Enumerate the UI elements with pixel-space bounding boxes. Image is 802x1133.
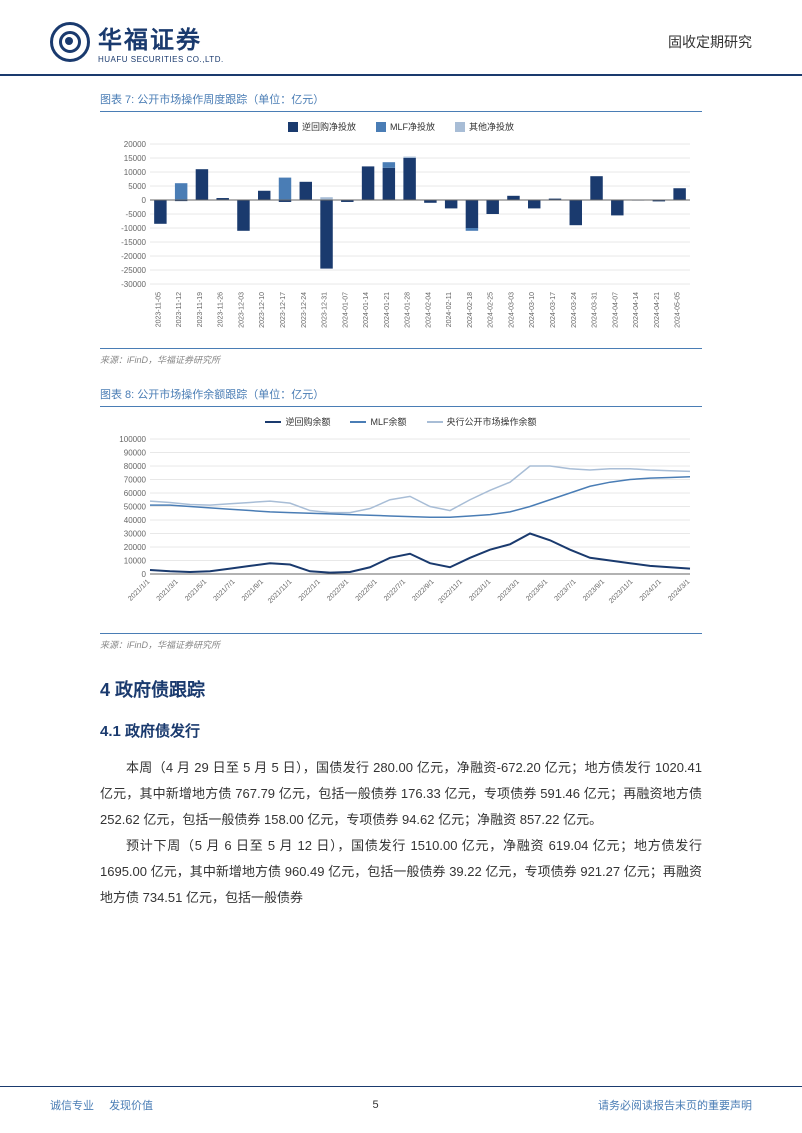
svg-text:60000: 60000 <box>124 489 147 498</box>
svg-text:2023-11-12: 2023-11-12 <box>176 292 183 327</box>
svg-text:-20000: -20000 <box>121 252 146 261</box>
svg-text:2024-03-31: 2024-03-31 <box>592 292 599 328</box>
svg-text:40000: 40000 <box>124 516 147 525</box>
svg-text:2024-04-21: 2024-04-21 <box>654 292 661 328</box>
svg-text:2021/7/1: 2021/7/1 <box>212 578 236 602</box>
svg-text:10000: 10000 <box>124 557 147 566</box>
svg-text:-5000: -5000 <box>126 210 147 219</box>
svg-text:2022/7/1: 2022/7/1 <box>383 578 407 602</box>
svg-text:2022/5/1: 2022/5/1 <box>355 578 379 602</box>
chart8-area: 逆回购余额MLF余额央行公开市场操作余额 0 10000 20000 30000 400… <box>100 415 702 629</box>
svg-text:2023-12-10: 2023-12-10 <box>259 292 266 328</box>
svg-text:2024-01-07: 2024-01-07 <box>342 292 349 328</box>
chart8-svg: 0 10000 20000 30000 40000 50000 60000 70000 8000… <box>100 434 700 624</box>
section4-1-title: 4.1 政府债发行 <box>100 720 702 741</box>
svg-text:2021/1/1: 2021/1/1 <box>127 578 151 602</box>
logo-block: 华福证券 HUAFU SECURITIES CO.,LTD. <box>50 20 224 64</box>
para2: 预计下周（5 月 6 日至 5 月 12 日），国债发行 1510.00 亿元，… <box>100 833 702 911</box>
content-area: 图表 7: 公开市场操作周度跟踪（单位：亿元） 逆回购净投放MLF净投放其他净投… <box>0 76 802 911</box>
svg-text:2024-04-07: 2024-04-07 <box>612 292 619 328</box>
svg-text:2023/1/1: 2023/1/1 <box>468 578 492 602</box>
svg-text:10000: 10000 <box>124 168 147 177</box>
svg-text:2023-12-24: 2023-12-24 <box>301 292 308 328</box>
svg-text:2024-02-18: 2024-02-18 <box>467 292 474 328</box>
chart7-source: 来源：iFinD，华福证券研究所 <box>100 348 702 366</box>
svg-text:2024/1/1: 2024/1/1 <box>639 578 663 602</box>
chart7-block: 图表 7: 公开市场操作周度跟踪（单位：亿元） 逆回购净投放MLF净投放其他净投… <box>100 91 702 366</box>
svg-text:2024-05-05: 2024-05-05 <box>675 292 682 328</box>
footer-disclaimer: 请务必阅读报告末页的重要声明 <box>598 1097 752 1113</box>
svg-text:2024-03-17: 2024-03-17 <box>550 292 557 328</box>
svg-text:90000: 90000 <box>124 449 147 458</box>
svg-text:2024-02-04: 2024-02-04 <box>425 292 432 328</box>
svg-text:2023-12-31: 2023-12-31 <box>322 292 329 328</box>
svg-text:30000: 30000 <box>124 530 147 539</box>
chart8-block: 图表 8: 公开市场操作余额跟踪（单位：亿元） 逆回购余额MLF余额央行公开市场… <box>100 386 702 651</box>
svg-text:-25000: -25000 <box>121 266 146 275</box>
logo-english: HUAFU SECURITIES CO.,LTD. <box>98 55 224 64</box>
logo-text: 华福证券 HUAFU SECURITIES CO.,LTD. <box>98 20 224 64</box>
chart8-title: 图表 8: 公开市场操作余额跟踪（单位：亿元） <box>100 386 702 407</box>
para1: 本周（4 月 29 日至 5 月 5 日），国债发行 280.00 亿元，净融资… <box>100 755 702 833</box>
svg-text:15000: 15000 <box>124 154 147 163</box>
footer-motto1: 诚信专业 <box>50 1100 94 1112</box>
svg-text:2023-12-03: 2023-12-03 <box>238 292 245 328</box>
svg-text:50000: 50000 <box>124 503 147 512</box>
svg-text:2021/9/1: 2021/9/1 <box>241 578 265 602</box>
svg-text:-10000: -10000 <box>121 224 146 233</box>
svg-text:2024-01-28: 2024-01-28 <box>405 292 412 328</box>
svg-text:2023-11-05: 2023-11-05 <box>155 292 162 327</box>
svg-text:2023/9/1: 2023/9/1 <box>582 578 606 602</box>
svg-text:2024-01-14: 2024-01-14 <box>363 292 370 328</box>
svg-text:2024-02-11: 2024-02-11 <box>446 292 453 327</box>
svg-text:2022/11/1: 2022/11/1 <box>437 578 464 605</box>
svg-text:2024-03-03: 2024-03-03 <box>508 292 515 328</box>
svg-text:2022/3/1: 2022/3/1 <box>326 578 350 602</box>
logo-icon <box>50 22 90 62</box>
svg-text:2024-03-24: 2024-03-24 <box>571 292 578 328</box>
chart7-area: 逆回购净投放MLF净投放其他净投放 -30000 -25000 -20000 -150… <box>100 120 702 344</box>
svg-text:-15000: -15000 <box>121 238 146 247</box>
svg-text:100000: 100000 <box>119 435 146 444</box>
svg-text:2023-11-19: 2023-11-19 <box>197 292 204 327</box>
footer-page: 5 <box>372 1099 378 1111</box>
svg-text:2022/1/1: 2022/1/1 <box>298 578 322 602</box>
svg-text:20000: 20000 <box>124 140 147 149</box>
svg-text:2021/5/1: 2021/5/1 <box>184 578 208 602</box>
svg-text:2022/9/1: 2022/9/1 <box>411 578 435 602</box>
svg-text:2021/11/1: 2021/11/1 <box>267 578 294 605</box>
chart7-svg: -30000 -25000 -20000 -15000 -10000 -5000 0 5000… <box>100 139 700 339</box>
chart7-legend: 逆回购净投放MLF净投放其他净投放 <box>100 120 702 133</box>
svg-text:2024-03-10: 2024-03-10 <box>529 292 536 328</box>
svg-text:2023/3/1: 2023/3/1 <box>497 578 521 602</box>
page-footer: 诚信专业 发现价值 5 请务必阅读报告末页的重要声明 <box>0 1086 802 1113</box>
svg-text:-30000: -30000 <box>121 280 146 289</box>
chart7-title: 图表 7: 公开市场操作周度跟踪（单位：亿元） <box>100 91 702 112</box>
svg-text:80000: 80000 <box>124 462 147 471</box>
svg-text:2023/7/1: 2023/7/1 <box>554 578 578 602</box>
chart8-source: 来源：iFinD，华福证券研究所 <box>100 633 702 651</box>
header-category: 固收定期研究 <box>668 32 752 52</box>
logo-chinese: 华福证券 <box>98 20 224 55</box>
svg-text:2021/3/1: 2021/3/1 <box>156 578 180 602</box>
svg-text:2024-02-25: 2024-02-25 <box>488 292 495 328</box>
page-header: 华福证券 HUAFU SECURITIES CO.,LTD. 固收定期研究 <box>0 0 802 76</box>
svg-text:20000: 20000 <box>124 543 147 552</box>
footer-left: 诚信专业 发现价值 <box>50 1097 153 1113</box>
svg-text:2023-12-17: 2023-12-17 <box>280 292 287 328</box>
svg-text:70000: 70000 <box>124 476 147 485</box>
svg-text:2024-01-21: 2024-01-21 <box>384 292 391 328</box>
svg-text:0: 0 <box>142 196 147 205</box>
svg-text:2023/11/1: 2023/11/1 <box>608 578 635 605</box>
chart8-legend: 逆回购余额MLF余额央行公开市场操作余额 <box>100 415 702 428</box>
svg-text:2024-04-14: 2024-04-14 <box>633 292 640 328</box>
svg-text:2023/5/1: 2023/5/1 <box>525 578 549 602</box>
svg-text:0: 0 <box>142 570 147 579</box>
svg-text:2023-11-26: 2023-11-26 <box>218 292 225 327</box>
section4-title: 4 政府债跟踪 <box>100 676 702 702</box>
svg-text:2024/3/1: 2024/3/1 <box>667 578 691 602</box>
footer-motto2: 发现价值 <box>109 1100 153 1112</box>
svg-text:5000: 5000 <box>128 182 146 191</box>
